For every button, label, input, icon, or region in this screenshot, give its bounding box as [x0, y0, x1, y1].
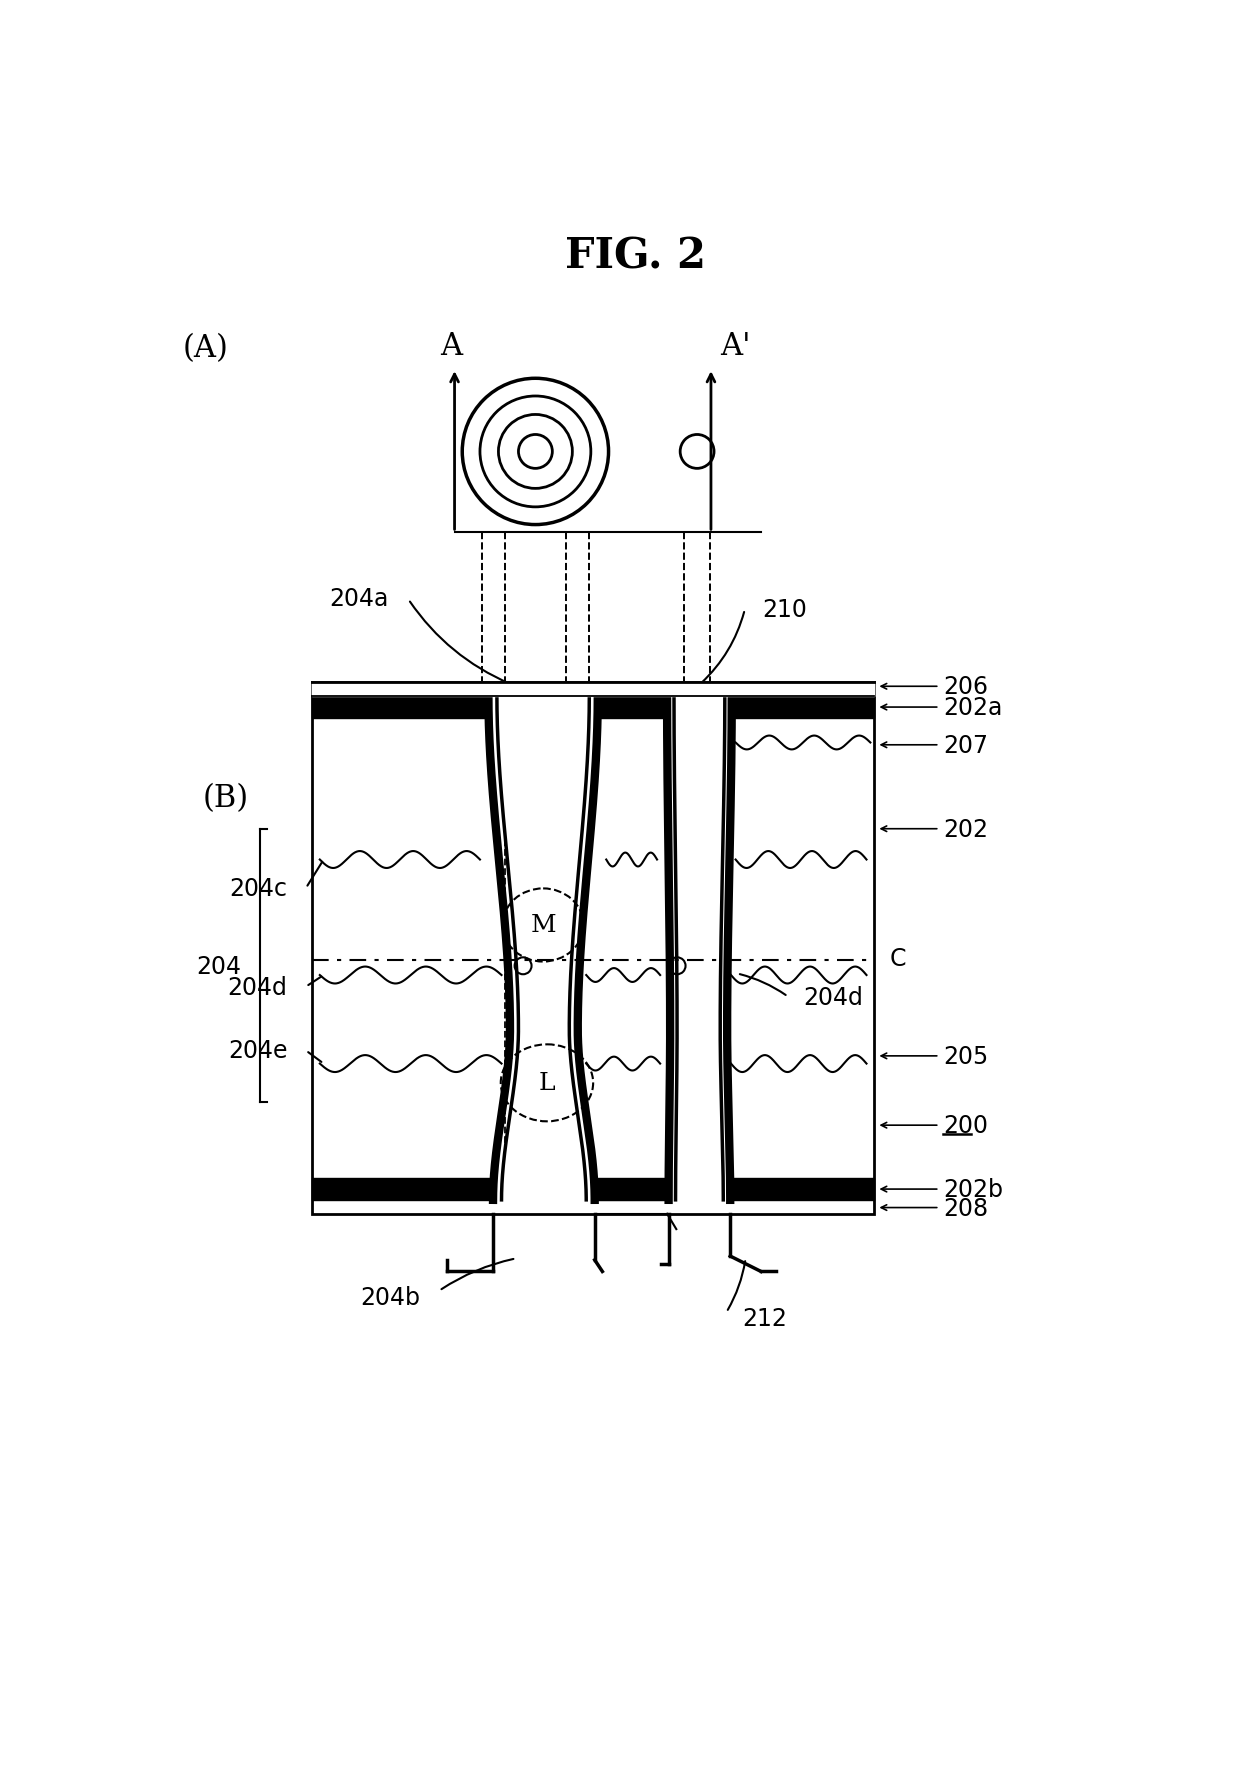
Text: 200: 200: [944, 1114, 988, 1137]
Text: 207: 207: [944, 733, 988, 756]
Text: 204e: 204e: [228, 1040, 288, 1063]
Text: 204a: 204a: [330, 586, 389, 611]
Text: 210: 210: [763, 598, 807, 621]
Text: (B): (B): [203, 783, 249, 813]
Text: 204d: 204d: [804, 984, 863, 1009]
Text: 208: 208: [944, 1196, 988, 1219]
Text: 204c: 204c: [229, 876, 288, 901]
Text: 206: 206: [944, 675, 988, 700]
Text: 204: 204: [196, 954, 242, 979]
Text: 212: 212: [742, 1307, 786, 1330]
Text: 205: 205: [944, 1045, 988, 1068]
Text: M: M: [531, 913, 556, 936]
Text: A: A: [440, 331, 461, 361]
Text: FIG. 2: FIG. 2: [565, 235, 706, 278]
Text: 204b: 204b: [360, 1285, 420, 1308]
Text: 202b: 202b: [944, 1177, 1003, 1202]
Text: A': A': [720, 331, 750, 361]
Text: 202a: 202a: [944, 696, 1003, 719]
Text: 202: 202: [944, 817, 988, 842]
Text: 204d: 204d: [228, 975, 288, 999]
Text: C: C: [889, 947, 906, 970]
Text: (A): (A): [184, 333, 228, 363]
Bar: [312, 684, 874, 1214]
Text: L: L: [538, 1072, 556, 1095]
